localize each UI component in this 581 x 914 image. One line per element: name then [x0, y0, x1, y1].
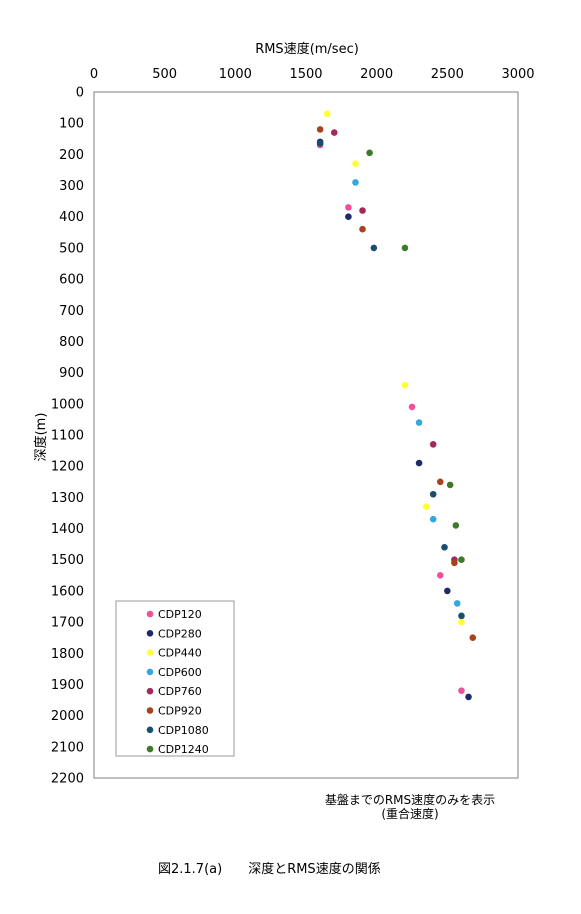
- legend-box: [115, 600, 235, 757]
- data-point-cdp760: [330, 129, 338, 136]
- data-point-cdp1080: [458, 612, 465, 620]
- data-point-cdp920: [316, 126, 324, 133]
- plot-area: [93, 91, 519, 779]
- figure-caption: 図2.1.7(a) 深度とRMS速度の関係: [158, 862, 381, 877]
- legend-label: CDP120: [158, 608, 202, 621]
- data-point-cdp280: [444, 587, 451, 595]
- x-tick-label: 500: [152, 67, 177, 82]
- x-tick-label: 0: [90, 67, 98, 82]
- data-point-cdp280: [465, 693, 472, 701]
- data-point-cdp760: [429, 441, 437, 448]
- y-tick-label: 1500: [51, 553, 84, 568]
- y-tick-label: 1300: [51, 491, 84, 506]
- data-point-cdp1240: [401, 244, 409, 252]
- data-point-cdp600: [453, 600, 461, 607]
- x-tick-label: 1500: [289, 67, 322, 82]
- legend-label: CDP600: [158, 666, 202, 679]
- legend-marker: [146, 610, 154, 618]
- data-point-cdp920: [436, 478, 444, 486]
- legend-label: CDP760: [158, 685, 202, 698]
- data-point-cdp600: [429, 515, 437, 523]
- y-tick-label: 1400: [51, 522, 84, 537]
- data-point-cdp1240: [366, 149, 373, 157]
- y-tick-label: 2200: [51, 772, 84, 787]
- y-tick-label: 2100: [51, 740, 84, 755]
- y-axis-title: 深度(m): [33, 413, 49, 462]
- legend-label: CDP1240: [158, 743, 209, 756]
- y-tick-label: 600: [59, 273, 84, 288]
- y-tick-label: 900: [59, 366, 84, 381]
- data-point-cdp1080: [316, 140, 324, 147]
- y-tick-label: 300: [59, 179, 84, 194]
- y-tick-label: 100: [59, 117, 84, 132]
- y-tick-label: 1000: [51, 397, 84, 412]
- y-tick-label: 200: [59, 148, 84, 163]
- x-tick-label: 1000: [219, 67, 252, 82]
- data-point-cdp280: [345, 213, 352, 221]
- y-tick-label: 1100: [51, 429, 84, 444]
- data-points: [316, 110, 477, 701]
- y-tick-label: 1900: [51, 678, 84, 693]
- x-tick-labels: 0 500 1000 1500 2000 2500 3000: [90, 67, 535, 82]
- data-point-cdp440: [422, 503, 430, 511]
- data-point-cdp120: [408, 403, 416, 411]
- chart-note-line2: (重合速度): [381, 807, 439, 821]
- data-point-cdp440: [458, 618, 465, 626]
- data-point-cdp600: [352, 179, 359, 186]
- legend-marker: [146, 726, 154, 734]
- y-tick-label: 400: [59, 210, 84, 225]
- legend-marker: [146, 707, 154, 714]
- legend-label: CDP1080: [158, 724, 209, 737]
- data-point-cdp120: [345, 204, 352, 211]
- y-tick-label: 1700: [51, 616, 84, 631]
- legend-label: CDP920: [158, 705, 202, 718]
- legend: CDP120 CDP280 CDP440 CDP600 CDP760 CDP920 CDP1…: [115, 600, 235, 757]
- y-tick-label: 1800: [51, 647, 84, 662]
- data-point-cdp1240: [452, 522, 460, 529]
- y-tick-label: 700: [59, 304, 84, 319]
- data-point-cdp1080: [429, 490, 437, 498]
- x-axis-title: RMS速度(m/sec): [255, 41, 359, 57]
- x-tick-label: 2500: [431, 67, 464, 82]
- legend-label: CDP440: [158, 647, 202, 660]
- legend-marker: [146, 668, 154, 676]
- chart-note: 基盤までのRMS速度のみを表示 (重合速度): [300, 793, 520, 821]
- data-point-cdp120: [458, 687, 465, 694]
- y-tick-label: 1200: [51, 460, 84, 475]
- data-point-cdp1080: [441, 543, 448, 551]
- x-tick-label: 2000: [360, 67, 393, 82]
- data-point-cdp1080: [370, 244, 378, 252]
- data-point-cdp1240: [458, 556, 465, 564]
- data-point-cdp280: [415, 459, 423, 467]
- y-tick-label: 2000: [51, 709, 84, 724]
- legend-label: CDP280: [158, 627, 202, 640]
- y-tick-label: 500: [59, 241, 84, 256]
- data-point-cdp440: [323, 110, 331, 118]
- data-point-cdp920: [359, 225, 366, 233]
- data-point-cdp920: [469, 634, 477, 641]
- data-point-cdp760: [359, 207, 366, 214]
- chart-note-line1: 基盤までのRMS速度のみを表示: [324, 793, 496, 807]
- data-point-cdp440: [352, 160, 359, 168]
- data-point-cdp1240: [446, 481, 454, 489]
- y-tick-label: 0: [76, 86, 84, 101]
- y-tick-label: 1600: [51, 584, 84, 599]
- x-tick-label: 3000: [501, 67, 534, 82]
- data-point-cdp120: [436, 572, 444, 579]
- legend-marker: [146, 649, 154, 656]
- legend-marker: [146, 687, 154, 695]
- data-point-cdp920: [451, 559, 458, 567]
- legend-marker: [146, 630, 154, 637]
- y-tick-label: 800: [59, 335, 84, 350]
- legend-marker: [146, 745, 154, 753]
- y-tick-labels: 0 100 200 300 400 500 600 700 800 900 1000 1100 1200…: [51, 86, 84, 787]
- data-point-cdp600: [415, 419, 423, 426]
- data-point-cdp440: [401, 381, 409, 389]
